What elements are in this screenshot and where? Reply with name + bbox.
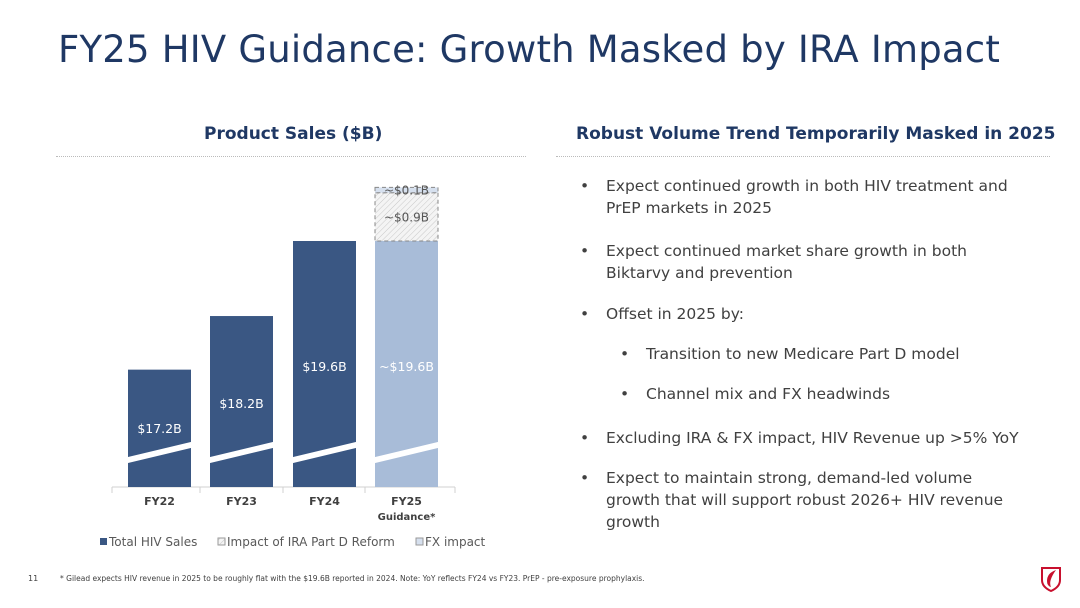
divider <box>556 156 1050 157</box>
x-tick-label: FY25 <box>391 495 422 508</box>
bullet-item: Expect to maintain strong, demand-led vo… <box>580 467 1030 533</box>
footnote: * Gilead expects HIV revenue in 2025 to … <box>60 574 645 583</box>
product-sales-chart: $17.2B FY22 $18.2B FY23 $19.6B FY24 ~$19.6B FY2… <box>100 184 486 549</box>
axis-break <box>289 441 360 464</box>
page-number: 11 <box>28 574 39 583</box>
legend-label: Total HIV Sales <box>108 535 197 549</box>
x-tick-label: FY24 <box>309 495 340 508</box>
axis-break <box>206 441 277 464</box>
legend-label: FX impact <box>425 535 486 549</box>
chart-header: Product Sales ($B) <box>204 124 383 144</box>
data-label: $18.2B <box>219 396 263 411</box>
legend-swatch <box>217 537 226 546</box>
x-tick-label-line2: Guidance* <box>378 512 436 523</box>
data-label: $19.6B <box>302 359 346 374</box>
page-title: FY25 HIV Guidance: Growth Masked by IRA … <box>58 28 1001 71</box>
gilead-logo-icon <box>1041 567 1061 592</box>
x-tick-label: FY22 <box>144 495 175 508</box>
legend-label: Impact of IRA Part D Reform <box>227 535 395 549</box>
bullet-item: Expect continued market share growth in … <box>580 240 1030 284</box>
data-label: ~$19.6B <box>379 359 434 374</box>
data-label: ~$0.9B <box>384 210 429 224</box>
axis-break <box>371 441 442 464</box>
bar-ira-impact <box>374 192 439 242</box>
bullets-header: Robust Volume Trend Temporarily Masked i… <box>576 124 1056 144</box>
axis-break <box>124 441 195 464</box>
legend-swatch <box>415 537 424 546</box>
bar-fx-impact <box>374 186 439 194</box>
bullet-item: Offset in 2025 by: <box>580 303 1030 325</box>
legend-swatch <box>100 538 107 545</box>
divider <box>56 156 526 157</box>
bullet-item: Excluding IRA & FX impact, HIV Revenue u… <box>580 427 1030 449</box>
data-label: $17.2B <box>137 421 181 436</box>
bar-total-hiv-sales <box>128 369 191 487</box>
bullet-item: Expect continued growth in both HIV trea… <box>580 175 1030 219</box>
x-tick-label: FY23 <box>226 495 257 508</box>
bullet-item: Transition to new Medicare Part D model <box>580 343 1050 365</box>
data-label: ~$0.1B <box>384 184 429 198</box>
bullet-item: Channel mix and FX headwinds <box>580 383 1050 405</box>
